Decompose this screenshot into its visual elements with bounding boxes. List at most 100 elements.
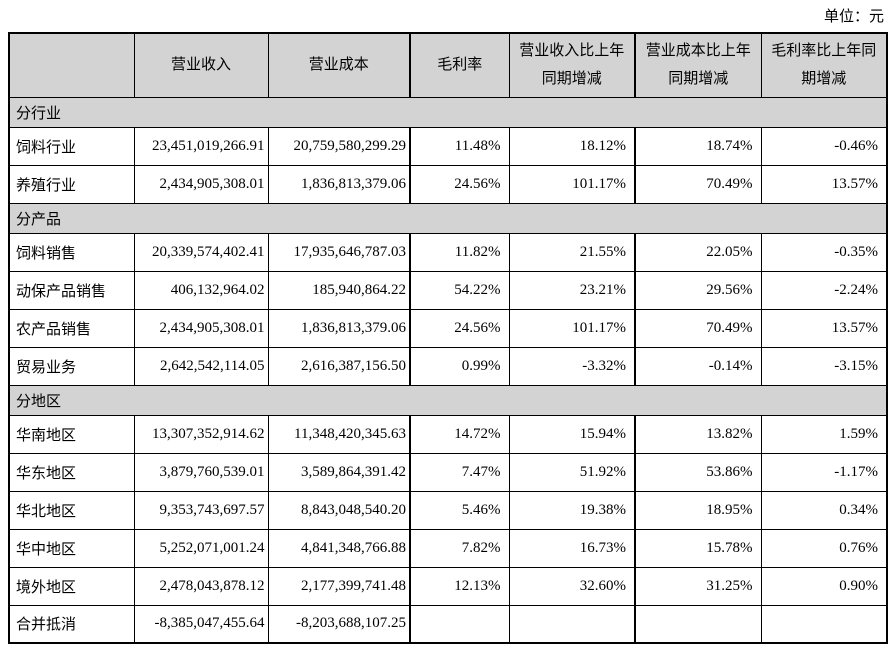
cell-revenue-yoy: 16.73% [508,528,636,568]
cell-gross-margin [409,604,510,644]
cell-label: 贸易业务 [8,346,135,386]
cell-gross-margin: 11.48% [409,126,510,166]
cell-revenue-yoy: 18.12% [508,126,636,166]
cell-cost-yoy: 70.49% [634,164,762,204]
cell-margin-yoy: 13.57% [760,164,888,204]
cell-cost: 185,940,864.22 [267,270,411,310]
table-row: 养殖行业 2,434,905,308.01 1,836,813,379.06 2… [8,164,888,204]
cell-label: 华北地区 [8,490,135,530]
cell-cost-yoy: 18.95% [634,490,762,530]
unit-label: 单位：元 [823,9,884,25]
cell-revenue-yoy: -3.32% [508,346,636,386]
cell-label: 华南地区 [8,414,135,454]
cell-margin-yoy: -0.35% [760,232,888,272]
cell-margin-yoy: -3.15% [760,346,888,386]
col-header-cost-yoy: 营业成本比上年同期增减 [634,32,762,98]
col-header-cost: 营业成本 [267,32,411,98]
cell-cost-yoy: 29.56% [634,270,762,310]
cell-margin-yoy: -1.17% [760,452,888,492]
cell-label: 农产品销售 [8,308,135,348]
cell-revenue: 406,132,964.02 [133,270,269,310]
cell-gross-margin: 11.82% [409,232,510,272]
col-header-gross-margin: 毛利率 [409,32,510,98]
table-row: 饲料行业 23,451,019,266.91 20,759,580,299.29… [8,126,888,166]
table-row: 境外地区 2,478,043,878.12 2,177,399,741.48 1… [8,566,888,606]
section-row-region: 分地区 [8,384,888,416]
cell-cost-yoy: 22.05% [634,232,762,272]
cell-revenue: 2,642,542,114.05 [133,346,269,386]
cell-cost-yoy: 31.25% [634,566,762,606]
cell-gross-margin: 7.47% [409,452,510,492]
section-label: 分产品 [8,202,888,234]
cell-label: 境外地区 [8,566,135,606]
cell-margin-yoy: -0.46% [760,126,888,166]
cell-revenue: 5,252,071,001.24 [133,528,269,568]
cell-cost-yoy: 13.82% [634,414,762,454]
cell-revenue: 3,879,760,539.01 [133,452,269,492]
segment-revenue-table: 营业收入 营业成本 毛利率 营业收入比上年同期增减 营业成本比上年同期增减 毛利… [8,32,888,644]
col-header-blank [8,32,135,98]
cell-revenue: 23,451,019,266.91 [133,126,269,166]
cell-revenue-yoy [508,604,636,644]
cell-revenue-yoy: 19.38% [508,490,636,530]
cell-cost-yoy: 15.78% [634,528,762,568]
cell-cost-yoy: 18.74% [634,126,762,166]
cell-revenue: 2,434,905,308.01 [133,164,269,204]
col-header-revenue: 营业收入 [133,32,269,98]
table-row: 华东地区 3,879,760,539.01 3,589,864,391.42 7… [8,452,888,492]
cell-revenue-yoy: 21.55% [508,232,636,272]
cell-label: 华中地区 [8,528,135,568]
cell-cost: 20,759,580,299.29 [267,126,411,166]
cell-cost: 11,348,420,345.63 [267,414,411,454]
cell-label: 合并抵消 [8,604,135,644]
cell-label: 饲料行业 [8,126,135,166]
cell-label: 饲料销售 [8,232,135,272]
cell-revenue: 2,434,905,308.01 [133,308,269,348]
cell-margin-yoy: 1.59% [760,414,888,454]
cell-cost-yoy: 70.49% [634,308,762,348]
cell-revenue-yoy: 23.21% [508,270,636,310]
cell-gross-margin: 12.13% [409,566,510,606]
cell-margin-yoy: 0.76% [760,528,888,568]
table-row: 贸易业务 2,642,542,114.05 2,616,387,156.50 0… [8,346,888,386]
cell-gross-margin: 5.46% [409,490,510,530]
table-row: 动保产品销售 406,132,964.02 185,940,864.22 54.… [8,270,888,310]
table-row: 合并抵消 -8,385,047,455.64 -8,203,688,107.25 [8,604,888,644]
cell-gross-margin: 24.56% [409,164,510,204]
cell-revenue: 13,307,352,914.62 [133,414,269,454]
cell-revenue-yoy: 101.17% [508,164,636,204]
cell-margin-yoy: 13.57% [760,308,888,348]
cell-gross-margin: 54.22% [409,270,510,310]
table-row: 农产品销售 2,434,905,308.01 1,836,813,379.06 … [8,308,888,348]
cell-cost: 8,843,048,540.20 [267,490,411,530]
cell-gross-margin: 0.99% [409,346,510,386]
cell-margin-yoy [760,604,888,644]
table-row: 华北地区 9,353,743,697.57 8,843,048,540.20 5… [8,490,888,530]
cell-cost: 2,616,387,156.50 [267,346,411,386]
table-row: 饲料销售 20,339,574,402.41 17,935,646,787.03… [8,232,888,272]
section-label: 分地区 [8,384,888,416]
cell-cost: -8,203,688,107.25 [267,604,411,644]
col-header-margin-yoy: 毛利率比上年同期增减 [760,32,888,98]
cell-cost: 1,836,813,379.06 [267,164,411,204]
cell-revenue: 20,339,574,402.41 [133,232,269,272]
table-row: 华南地区 13,307,352,914.62 11,348,420,345.63… [8,414,888,454]
table-row: 华中地区 5,252,071,001.24 4,841,348,766.88 7… [8,528,888,568]
col-header-revenue-yoy: 营业收入比上年同期增减 [508,32,636,98]
cell-cost-yoy [634,604,762,644]
cell-cost-yoy: -0.14% [634,346,762,386]
cell-cost: 2,177,399,741.48 [267,566,411,606]
cell-gross-margin: 14.72% [409,414,510,454]
cell-margin-yoy: -2.24% [760,270,888,310]
cell-revenue-yoy: 15.94% [508,414,636,454]
cell-revenue-yoy: 101.17% [508,308,636,348]
cell-gross-margin: 7.82% [409,528,510,568]
table-header-row: 营业收入 营业成本 毛利率 营业收入比上年同期增减 营业成本比上年同期增减 毛利… [8,32,888,98]
section-label: 分行业 [8,96,888,128]
cell-revenue-yoy: 32.60% [508,566,636,606]
cell-label: 动保产品销售 [8,270,135,310]
cell-margin-yoy: 0.34% [760,490,888,530]
cell-margin-yoy: 0.90% [760,566,888,606]
cell-revenue: 9,353,743,697.57 [133,490,269,530]
